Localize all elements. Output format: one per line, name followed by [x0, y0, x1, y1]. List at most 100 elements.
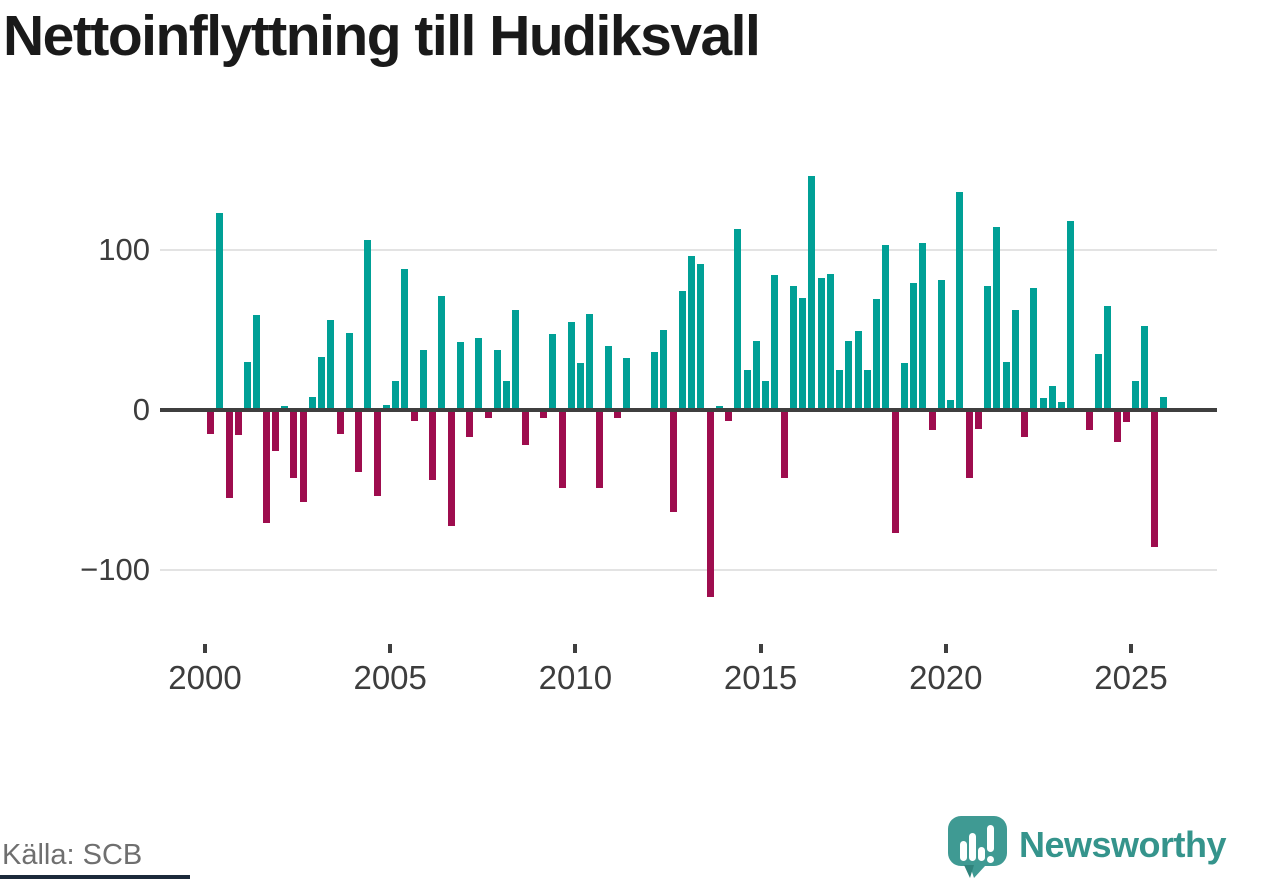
- bar: [382, 404, 390, 410]
- bar: [216, 212, 224, 410]
- bar: [466, 409, 473, 437]
- bar: [873, 299, 880, 410]
- bar: [577, 363, 584, 410]
- bar: [752, 340, 760, 410]
- bar: [660, 329, 668, 410]
- y-axis-label-100: 100: [98, 231, 150, 267]
- newsworthy-wordmark: Newsworthy: [1019, 824, 1227, 865]
- bar: [234, 409, 242, 436]
- bar: [271, 409, 279, 452]
- source-text: Källa: SCB: [2, 839, 143, 871]
- y-axis-label--100: −100: [80, 551, 150, 587]
- bar: [863, 369, 871, 410]
- bar: [512, 310, 520, 410]
- bar: [614, 409, 621, 418]
- bar: [419, 350, 427, 410]
- bar: [1039, 398, 1047, 410]
- x-axis-label-2000: 2000: [168, 659, 242, 696]
- bar: [882, 244, 890, 410]
- bar: [891, 409, 899, 533]
- bar: [1150, 409, 1158, 548]
- bar: [826, 273, 834, 410]
- x-tick-2015: [758, 644, 763, 653]
- bar: [438, 295, 446, 410]
- bar: [808, 175, 816, 410]
- bar: [429, 409, 436, 480]
- bar: [974, 409, 982, 429]
- bar: [669, 409, 677, 512]
- bar: [327, 319, 335, 410]
- x-axis-label-2010: 2010: [538, 659, 613, 696]
- bar: [919, 243, 927, 410]
- x-axis-label-2005: 2005: [353, 659, 427, 696]
- bar: [651, 351, 658, 410]
- x-tick-2025: [1129, 644, 1133, 653]
- bar: [558, 409, 566, 488]
- gridline-100: [160, 248, 1217, 251]
- bar: [475, 337, 483, 410]
- bar: [1085, 409, 1093, 431]
- bar: [928, 409, 936, 431]
- bar: [1132, 380, 1139, 410]
- bar: [1122, 409, 1130, 423]
- bar: [345, 332, 353, 410]
- bar: [1030, 287, 1038, 410]
- bar: [910, 283, 917, 410]
- bar: [549, 334, 557, 410]
- bar: [956, 191, 964, 410]
- bar: [900, 363, 908, 410]
- bar: [401, 268, 409, 410]
- bar: [799, 297, 806, 410]
- x-tick-2000: [203, 644, 207, 653]
- bar: [456, 342, 464, 410]
- bar: [845, 340, 853, 410]
- bar: [854, 331, 862, 410]
- bar: [1095, 353, 1102, 410]
- x-tick-2005: [388, 644, 393, 653]
- bar: [1113, 409, 1121, 442]
- bar: [410, 409, 418, 421]
- bar: [392, 380, 399, 410]
- y-axis-label-0: 0: [132, 391, 150, 427]
- bar: [706, 409, 714, 597]
- bar: [604, 345, 612, 410]
- bar: [836, 369, 843, 410]
- bar: [1021, 409, 1028, 437]
- bar: [447, 409, 455, 527]
- x-axis-label-2020: 2020: [909, 659, 983, 696]
- bar: [1104, 305, 1112, 410]
- bar: [780, 409, 788, 479]
- bar: [336, 409, 344, 434]
- bar: [1002, 361, 1010, 410]
- footer-accent-bar: [0, 875, 190, 879]
- bar: [1058, 401, 1065, 410]
- bar: [253, 315, 261, 410]
- bar: [373, 409, 381, 496]
- bar: [937, 279, 945, 410]
- bar: [947, 399, 954, 410]
- bar: [817, 278, 825, 410]
- bar: [1011, 310, 1019, 410]
- x-axis-label-2025: 2025: [1094, 659, 1168, 696]
- x-tick-2010: [573, 644, 578, 653]
- bar: [244, 361, 251, 410]
- bar: [355, 409, 362, 472]
- bar: [540, 409, 547, 418]
- x-tick-2020: [943, 644, 948, 653]
- x-axis-label-2015: 2015: [723, 659, 798, 696]
- bar: [762, 380, 769, 410]
- bar: [1159, 396, 1167, 410]
- bar: [1141, 326, 1149, 410]
- bar: [290, 409, 298, 479]
- bar: [1067, 220, 1075, 410]
- bar: [789, 286, 797, 410]
- bar: [364, 239, 372, 410]
- bar: [207, 409, 214, 434]
- bar: [567, 321, 575, 410]
- bar: [521, 409, 529, 445]
- bar: [623, 358, 631, 410]
- bar: [984, 286, 991, 410]
- gridline--100: [160, 568, 1217, 571]
- bar: [493, 350, 501, 410]
